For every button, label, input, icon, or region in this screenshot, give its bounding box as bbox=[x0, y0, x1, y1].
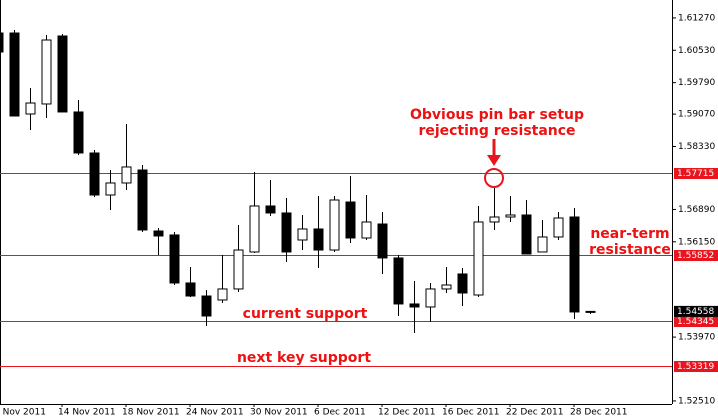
x-tick-label: 16 Dec 2011 bbox=[442, 408, 500, 418]
x-tick-label: 22 Dec 2011 bbox=[506, 408, 564, 418]
level-label: 1.57715 bbox=[677, 169, 714, 179]
candle-body bbox=[521, 214, 532, 255]
candle-body bbox=[9, 32, 20, 117]
y-tick-label: 1.53970 bbox=[678, 333, 715, 343]
current-price-label: 1.54558 bbox=[677, 307, 714, 317]
candle-body bbox=[297, 228, 308, 241]
candle-body bbox=[217, 288, 228, 301]
arrow-head bbox=[487, 155, 501, 166]
candle-body bbox=[441, 284, 452, 290]
candle-body bbox=[137, 169, 148, 231]
candle-body bbox=[569, 216, 580, 313]
x-tick-label: 14 Nov 2011 bbox=[58, 408, 116, 418]
x-tick-label: 6 Dec 2011 bbox=[314, 408, 366, 418]
level-label: 1.55852 bbox=[677, 251, 714, 261]
candle-body bbox=[281, 212, 292, 253]
candle-body bbox=[489, 216, 500, 223]
candle-body bbox=[121, 166, 132, 184]
candle-body bbox=[25, 102, 36, 115]
annotation: Obvious pin bar setup bbox=[410, 107, 584, 123]
x-tick-label: 30 Nov 2011 bbox=[250, 408, 308, 418]
candle-body bbox=[41, 39, 52, 105]
level-label-box bbox=[674, 250, 718, 261]
y-tick-label: 1.52510 bbox=[678, 396, 715, 406]
candle-body bbox=[153, 230, 164, 237]
level-label-box bbox=[674, 361, 718, 372]
y-tick-label: 1.60530 bbox=[678, 46, 715, 56]
candle-body bbox=[473, 221, 484, 296]
candle-body bbox=[201, 295, 212, 317]
candle-body bbox=[377, 223, 388, 259]
annotation: near-term bbox=[590, 226, 669, 242]
y-tick-label: 1.59070 bbox=[678, 110, 715, 120]
annotation: resistance bbox=[589, 242, 671, 258]
x-tick-label: 12 Dec 2011 bbox=[378, 408, 436, 418]
candle-body bbox=[313, 228, 324, 251]
level-label-box bbox=[674, 316, 718, 327]
candle-body bbox=[0, 32, 4, 53]
candle-body bbox=[329, 199, 340, 251]
candle-body bbox=[57, 35, 68, 113]
annotation: next key support bbox=[237, 350, 371, 366]
annotation: current support bbox=[243, 306, 368, 322]
level-label: 1.53319 bbox=[677, 362, 714, 372]
candle-body bbox=[537, 236, 548, 253]
candle-body bbox=[185, 282, 196, 297]
candle-body bbox=[233, 249, 244, 290]
y-tick-label: 1.61270 bbox=[678, 13, 715, 23]
x-tick-label: 24 Nov 2011 bbox=[186, 408, 244, 418]
y-tick-label: 1.58330 bbox=[678, 142, 715, 152]
candle-body bbox=[105, 182, 116, 196]
x-tick-label: 28 Dec 2011 bbox=[570, 408, 628, 418]
x-tick-label: 8 Nov 2011 bbox=[0, 408, 46, 418]
candle-body bbox=[457, 273, 468, 294]
current-price-box bbox=[674, 305, 718, 317]
pin-bar-circle bbox=[484, 168, 504, 188]
candle-body bbox=[553, 217, 564, 238]
x-tick-label: 18 Nov 2011 bbox=[122, 408, 180, 418]
candle-body bbox=[73, 111, 84, 154]
y-tick-label: 1.56890 bbox=[678, 205, 715, 215]
candle-body bbox=[89, 152, 100, 196]
candle-body bbox=[425, 288, 436, 308]
level-label: 1.54345 bbox=[677, 317, 714, 327]
candle-body bbox=[505, 214, 516, 218]
candle-body bbox=[345, 201, 356, 239]
annotation: rejecting resistance bbox=[418, 123, 575, 139]
candle-body bbox=[409, 303, 420, 308]
candle-body bbox=[265, 205, 276, 214]
candle-body bbox=[585, 310, 596, 313]
candle-body bbox=[169, 234, 180, 284]
y-tick-label: 1.56150 bbox=[678, 237, 715, 247]
level-label-box bbox=[674, 168, 718, 179]
candle-body bbox=[361, 221, 372, 239]
candle-body bbox=[393, 257, 404, 305]
y-tick-label: 1.59790 bbox=[678, 78, 715, 88]
candle-body bbox=[249, 205, 260, 253]
